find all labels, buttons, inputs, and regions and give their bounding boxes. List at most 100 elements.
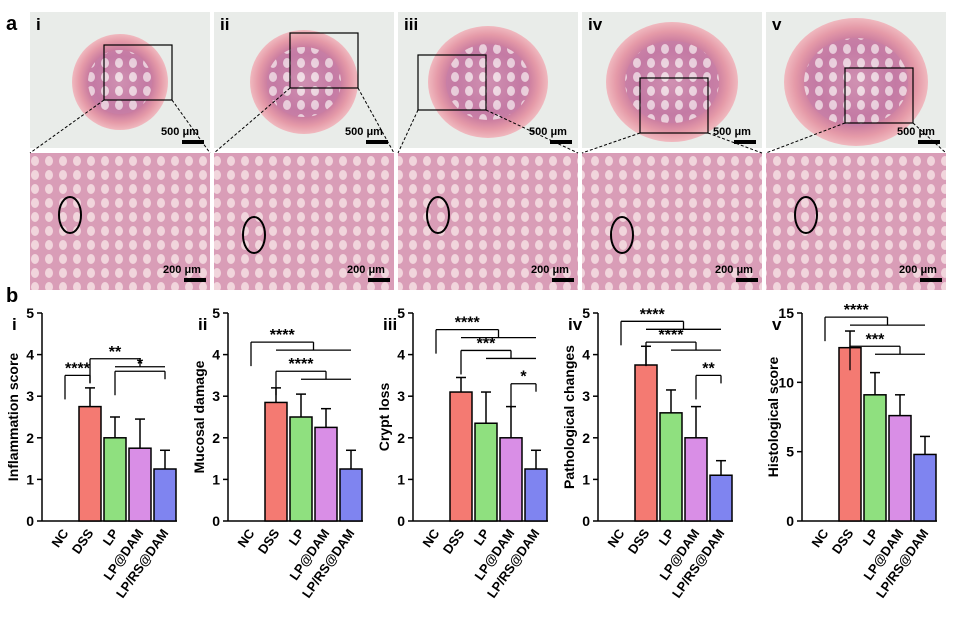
significance: ****	[844, 302, 870, 319]
zoom-line	[707, 132, 763, 154]
bar	[103, 437, 127, 522]
bar	[709, 474, 733, 522]
y-tick-label: 4	[582, 347, 590, 363]
y-tick-label: 4	[26, 347, 34, 363]
tissue	[267, 47, 341, 117]
image-label: v	[772, 15, 782, 34]
bar	[499, 437, 523, 522]
scale-label: 200 μm	[715, 264, 753, 276]
scale-label: 200 μm	[347, 264, 385, 276]
zoom-box	[289, 32, 359, 89]
zoom-line	[485, 109, 579, 154]
micrograph	[214, 153, 394, 290]
y-axis-label: Pathological changes	[561, 345, 577, 489]
y-tick-label: 4	[212, 347, 220, 363]
scale-label: 500 μm	[529, 126, 567, 138]
significance: ****	[270, 327, 296, 344]
scale-label: 200 μm	[899, 264, 937, 276]
x-tick-label: DSS	[440, 526, 468, 557]
y-axis-label: Mucosal damage	[191, 360, 207, 473]
significance: ****	[455, 315, 481, 332]
panel-label: a	[6, 13, 18, 35]
y-tick-label: 4	[397, 347, 405, 363]
y-tick-label: 2	[397, 430, 405, 446]
zoom-line	[581, 132, 641, 154]
bar	[684, 437, 708, 522]
bar	[913, 453, 937, 522]
significance: *	[137, 356, 144, 373]
scale-bar	[368, 278, 390, 282]
scale-bar	[920, 278, 942, 282]
zoom-line	[29, 99, 105, 154]
significance: ****	[659, 327, 685, 344]
y-tick-label: 5	[397, 305, 405, 321]
bar	[659, 412, 683, 522]
x-tick-label: LP	[100, 526, 122, 548]
zoom-line	[912, 122, 947, 154]
zoom-box	[103, 44, 173, 101]
x-tick-label: DSS	[829, 526, 857, 557]
bar	[78, 405, 102, 522]
crypt-marker	[58, 196, 82, 234]
bar	[634, 364, 658, 522]
micrograph	[582, 153, 762, 290]
significance: ****	[65, 360, 91, 377]
scale-bar	[366, 140, 388, 144]
scale-bar	[184, 278, 206, 282]
x-tick-label: NC	[808, 526, 831, 550]
micrographs: i 500 μm 200 μm ii 500 μm 200 μm iii 500 μm 200 …	[29, 12, 947, 290]
y-tick-label: 1	[212, 471, 220, 487]
scale-label: 500 μm	[345, 126, 383, 138]
scale-label: 200 μm	[163, 264, 201, 276]
y-tick-label: 0	[397, 513, 405, 529]
y-tick-label: 2	[26, 430, 34, 446]
significance: *	[520, 369, 527, 386]
zoom-line	[171, 99, 211, 154]
bar	[264, 401, 288, 522]
x-tick-label: LP	[286, 526, 308, 548]
micrograph-overlay	[582, 153, 762, 290]
x-tick-label: LP	[860, 526, 882, 548]
y-tick-label: 10	[778, 374, 794, 390]
y-tick-label: 15	[778, 305, 794, 321]
y-tick-label: 0	[212, 513, 220, 529]
y-tick-label: 2	[212, 430, 220, 446]
bar	[289, 416, 313, 522]
x-tick-label: NC	[234, 526, 257, 550]
bar	[153, 468, 177, 522]
zoom-box	[844, 67, 914, 124]
significance: ***	[477, 335, 496, 352]
chart-label: v	[772, 315, 782, 334]
image-label: iii	[404, 15, 418, 34]
x-tick-label: LP	[471, 526, 493, 548]
zoom-line	[765, 122, 846, 154]
y-tick-label: 3	[582, 388, 590, 404]
x-tick-label: NC	[604, 526, 627, 550]
scale-bar	[736, 278, 758, 282]
y-tick-label: 5	[212, 305, 220, 321]
x-tick-label: NC	[48, 526, 71, 550]
y-tick-label: 3	[397, 388, 405, 404]
y-tick-label: 5	[786, 444, 794, 460]
micrograph-overlay	[214, 153, 394, 290]
x-tick-label: DSS	[625, 526, 653, 557]
scale-label: 500 μm	[713, 126, 751, 138]
y-tick-label: 5	[582, 305, 590, 321]
tissue	[804, 38, 908, 126]
crypt-marker	[610, 216, 634, 254]
scale-label: 500 μm	[897, 126, 935, 138]
zoom-box	[417, 54, 487, 111]
scale-bar	[918, 140, 940, 144]
crypt-marker	[426, 196, 450, 234]
x-tick-label: NC	[419, 526, 442, 550]
x-tick-label: LP	[656, 526, 678, 548]
x-tick-label: DSS	[255, 526, 283, 557]
significance: ****	[640, 306, 666, 323]
scale-label: 200 μm	[531, 264, 569, 276]
scale-bar	[734, 140, 756, 144]
tissue	[625, 41, 719, 123]
y-tick-label: 0	[582, 513, 590, 529]
scale-bar	[552, 278, 574, 282]
